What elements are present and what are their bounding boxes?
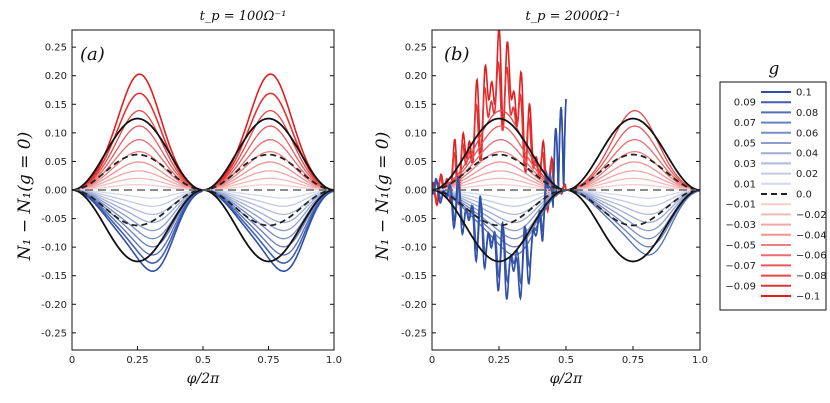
y-tick-label: 0.05 xyxy=(45,157,67,168)
legend-label: −0.08 xyxy=(796,271,827,282)
y-tick-label: 0.20 xyxy=(45,71,67,82)
legend-label: 0.01 xyxy=(734,179,756,190)
x-tick-label: 1.0 xyxy=(326,355,342,366)
series-line-g-0.09 xyxy=(432,61,567,204)
y-tick-label: 0.15 xyxy=(45,100,67,111)
series-line-g-0.04 xyxy=(72,161,334,191)
y-tick-label: -0.20 xyxy=(401,300,427,311)
legend-label: 0.08 xyxy=(796,108,818,119)
legend-box xyxy=(719,81,827,311)
y-tick-label: -0.10 xyxy=(401,243,427,254)
y-tick-label: -0.05 xyxy=(401,214,427,225)
legend-title: g xyxy=(769,59,780,79)
legend-label: −0.1 xyxy=(796,292,820,303)
panel-a-title: t_p = 100Ω⁻¹ xyxy=(200,9,287,24)
y-tick-label: -0.20 xyxy=(41,300,67,311)
y-tick-label: 0.00 xyxy=(45,186,67,197)
legend-label: 0.03 xyxy=(734,159,756,170)
legend-label: 0.04 xyxy=(796,149,818,160)
legend-label: 0.06 xyxy=(796,128,818,139)
legend-label: −0.02 xyxy=(796,210,827,221)
panel-b-xlabel: φ/2π xyxy=(550,371,583,387)
y-tick-label: 0.10 xyxy=(405,128,427,139)
legend-label: −0.03 xyxy=(725,220,756,231)
panel-a-plot: -0.25 -0.20 -0.15 -0.10 -0.05 0.00 0.05 0.10 0.1… xyxy=(41,29,342,366)
y-tick-label: -0.25 xyxy=(41,328,67,339)
y-tick-label: 0.10 xyxy=(45,128,67,139)
legend-label: 0.02 xyxy=(796,169,818,180)
y-tick-label: -0.10 xyxy=(41,243,67,254)
y-tick-label: 0.05 xyxy=(405,157,427,168)
legend-label: −0.06 xyxy=(796,251,827,262)
panel-b-plot: -0.25 -0.20 -0.15 -0.10 -0.05 0.00 0.05 0.10 0.1… xyxy=(401,29,708,366)
panel-b-label: (b) xyxy=(444,44,470,65)
legend-label: 0.07 xyxy=(734,118,756,129)
x-tick-label: 0.25 xyxy=(126,355,148,366)
y-tick-label: -0.25 xyxy=(401,328,427,339)
legend-label: 0.0 xyxy=(796,190,812,201)
y-tick-label: -0.05 xyxy=(41,214,67,225)
x-tick-label: 0 xyxy=(429,355,435,366)
panel-b-title: t_p = 2000Ω⁻¹ xyxy=(525,9,620,24)
legend-label: −0.05 xyxy=(725,241,756,252)
panel-a-curves xyxy=(72,73,334,272)
x-tick-label: 0 xyxy=(69,355,75,366)
series-line-g-0.02 xyxy=(72,177,334,191)
dashed-reference-line xyxy=(72,153,334,191)
y-tick-label: 0.15 xyxy=(405,100,427,111)
legend: g 0.1 0.08 0.06 0.04 0.02 0.0 −0.02 −0.04 −0.06 −… xyxy=(719,59,827,311)
series-line-g0.10 xyxy=(432,99,567,301)
legend-label: 0.1 xyxy=(796,88,812,99)
legend-label: −0.07 xyxy=(725,261,756,272)
x-tick-label: 0.75 xyxy=(622,355,644,366)
panel-b-ylabel: N₁ − N₁(g = 0) xyxy=(373,132,393,261)
series-line-g0.09 xyxy=(72,189,334,264)
series-line-g0.10 xyxy=(72,189,334,272)
legend-label: 0.05 xyxy=(734,139,756,150)
panel-a-xlabel: φ/2π xyxy=(187,371,220,387)
legend-label: −0.01 xyxy=(725,200,756,211)
y-tick-label: -0.15 xyxy=(41,271,67,282)
panel-a: t_p = 100Ω⁻¹ N₁ − N₁(g = 0) φ/2π -0.25-0… xyxy=(15,9,342,387)
legend-label: 0.09 xyxy=(734,98,756,109)
panel-b-curves xyxy=(432,30,700,301)
panel-b: t_p = 2000Ω⁻¹ N₁ − N₁(g = 0) φ/2π -0.25-… xyxy=(373,9,708,387)
y-tick-label: 0.00 xyxy=(405,186,427,197)
x-tick-label: 0.5 xyxy=(195,355,211,366)
x-tick-label: 1.0 xyxy=(692,355,708,366)
series-line-g-0.07 xyxy=(432,125,700,191)
legend-label: −0.04 xyxy=(796,230,827,241)
y-tick-label: -0.15 xyxy=(401,271,427,282)
y-tick-label: 0.20 xyxy=(405,71,427,82)
panel-a-ylabel: N₁ − N₁(g = 0) xyxy=(15,132,35,261)
x-tick-label: 0.5 xyxy=(558,355,574,366)
y-tick-label: 0.25 xyxy=(405,43,427,54)
x-tick-label: 0.75 xyxy=(257,355,279,366)
y-tick-label: 0.25 xyxy=(45,43,67,54)
legend-label: −0.09 xyxy=(725,281,756,292)
x-tick-label: 0.25 xyxy=(488,355,510,366)
legend-items: 0.1 0.08 0.06 0.04 0.02 0.0 −0.02 −0.04 −0.06 −0.… xyxy=(725,88,826,303)
series-line-g-0.10 xyxy=(432,30,567,215)
panel-a-label: (a) xyxy=(80,44,105,65)
